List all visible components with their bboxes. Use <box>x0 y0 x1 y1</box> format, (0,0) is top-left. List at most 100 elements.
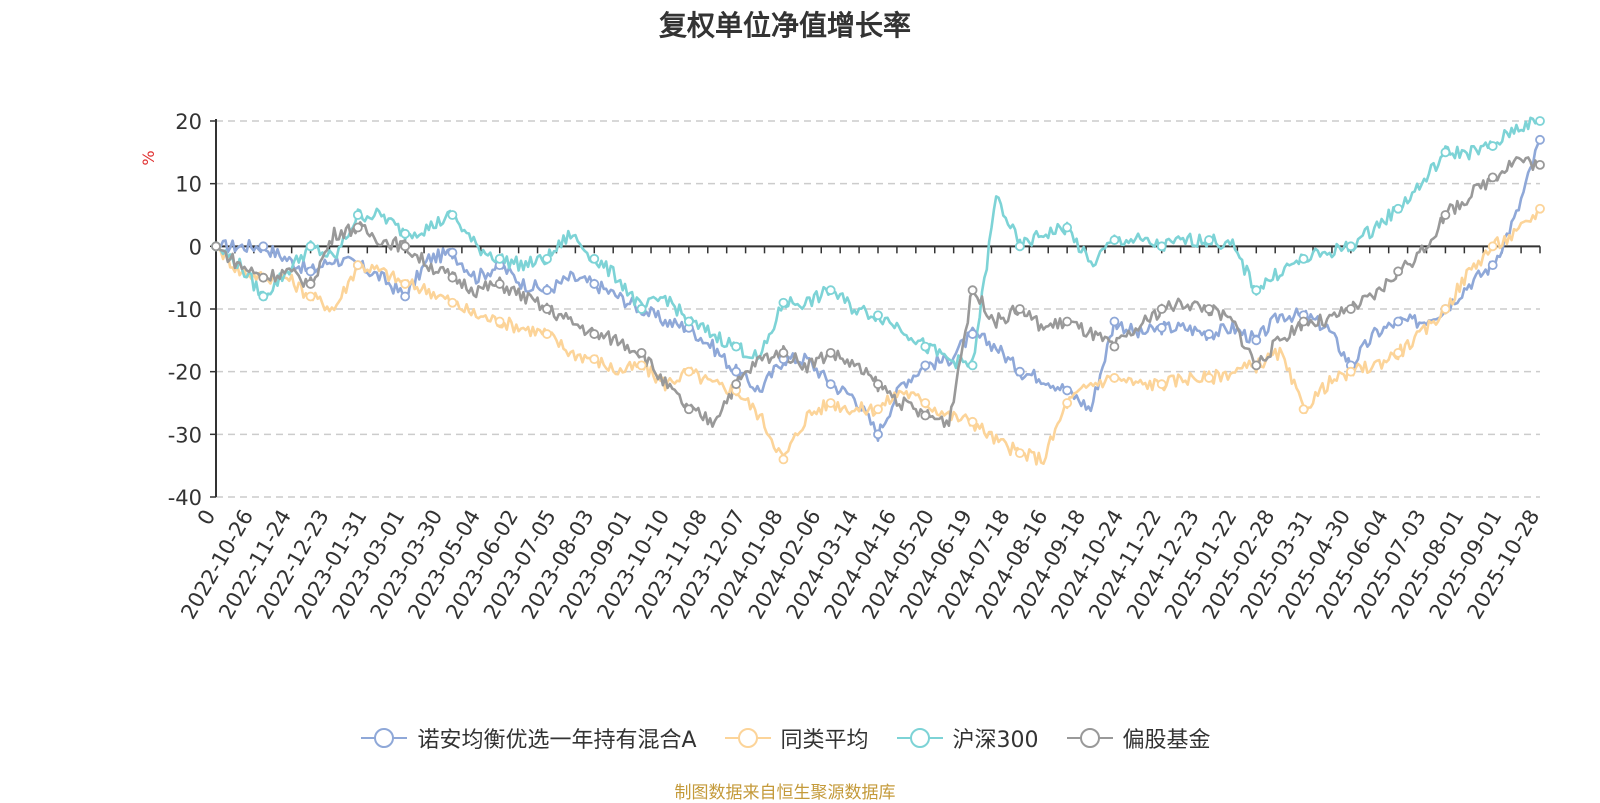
series-marker-0 <box>1109 316 1120 327</box>
legend-line-circle-icon <box>724 728 771 748</box>
series-line-0 <box>216 139 1542 442</box>
series-line-2 <box>215 116 1541 370</box>
series-marker-1 <box>1535 203 1545 214</box>
series-marker-0 <box>1156 322 1167 333</box>
series-marker-1 <box>1487 241 1498 252</box>
legend-item-csi300[interactable]: 沪深300 <box>895 722 1039 754</box>
series-marker-3 <box>920 410 931 421</box>
legend-label: 沪深300 <box>952 728 1039 753</box>
series-line-3 <box>215 156 1541 428</box>
legend-item-category-avg[interactable]: 同类平均 <box>723 722 869 754</box>
series-marker-3 <box>778 347 789 358</box>
series-marker-1 <box>1298 404 1309 415</box>
series-marker-0 <box>825 379 836 390</box>
series-marker-3 <box>258 272 269 283</box>
series-marker-3 <box>211 241 221 252</box>
series-marker-3 <box>589 329 600 339</box>
series-marker-1 <box>873 404 883 415</box>
series-marker-3 <box>1109 341 1120 352</box>
legend-label: 偏股基金 <box>1122 728 1211 753</box>
series-marker-2 <box>1345 241 1356 252</box>
series-marker-2 <box>589 253 600 264</box>
series-marker-3 <box>447 272 458 283</box>
series-marker-3 <box>1487 172 1498 183</box>
series-marker-1 <box>447 297 458 308</box>
series-marker-0 <box>305 266 316 277</box>
series-marker-0 <box>258 241 269 252</box>
series-marker-1 <box>305 291 316 302</box>
series-marker-1 <box>1014 448 1025 459</box>
series-marker-1 <box>589 354 600 365</box>
series-marker-1 <box>1393 347 1404 358</box>
series-marker-3 <box>636 347 647 358</box>
series-markers <box>211 116 1545 465</box>
series-marker-2 <box>967 360 978 371</box>
series-marker-1 <box>1062 398 1073 408</box>
y-tick-label: 10 <box>175 173 202 197</box>
series-marker-2 <box>352 210 363 220</box>
series-marker-2 <box>1014 241 1025 252</box>
series-marker-1 <box>920 398 931 408</box>
series-marker-1 <box>352 260 363 271</box>
series-marker-2 <box>1109 235 1120 245</box>
series-marker-3 <box>731 379 742 390</box>
series-marker-3 <box>1156 304 1167 314</box>
y-tick-label: -40 <box>168 486 202 510</box>
series-marker-1 <box>1345 366 1356 377</box>
series-marker-0 <box>1487 260 1498 271</box>
series-marker-3 <box>1062 316 1073 327</box>
series-marker-1 <box>1204 373 1214 383</box>
series-marker-2 <box>920 341 931 352</box>
series-marker-3 <box>967 285 978 296</box>
series-marker-3 <box>494 279 505 289</box>
legend-line-circle-icon <box>896 728 943 748</box>
legend-line-circle-icon <box>361 728 408 748</box>
legend-label: 同类平均 <box>780 728 869 753</box>
series-marker-3 <box>400 241 411 252</box>
series-marker-2 <box>778 297 789 308</box>
series-marker-3 <box>1393 266 1404 277</box>
series-marker-2 <box>400 228 411 239</box>
series-marker-2 <box>873 310 883 321</box>
legend-item-fund[interactable]: 诺安均衡优选一年持有混合A <box>359 722 697 754</box>
series-marker-2 <box>683 316 694 327</box>
y-tick-label: 20 <box>175 110 202 134</box>
series-marker-3 <box>825 347 836 358</box>
series-marker-2 <box>1062 222 1073 233</box>
series-marker-0 <box>447 247 458 258</box>
series-marker-1 <box>494 316 505 327</box>
legend-line-circle-icon <box>1066 728 1113 748</box>
series-marker-2 <box>1298 253 1309 264</box>
series-marker-0 <box>731 366 742 377</box>
series-marker-1 <box>1109 373 1120 383</box>
series-marker-3 <box>1345 304 1356 314</box>
legend-item-equity-fund[interactable]: 偏股基金 <box>1065 722 1211 754</box>
series-marker-0 <box>1204 329 1214 339</box>
series-marker-3 <box>1251 360 1262 371</box>
series-marker-2 <box>1204 235 1214 245</box>
series-marker-0 <box>873 429 883 440</box>
y-axis-unit-label: % <box>139 150 158 165</box>
series-marker-3 <box>1204 304 1214 314</box>
series-marker-1 <box>967 416 978 427</box>
series-marker-1 <box>542 329 552 339</box>
series-marker-0 <box>1393 316 1404 327</box>
series-marker-3 <box>1298 316 1309 327</box>
series-marker-2 <box>1251 285 1262 296</box>
series-marker-3 <box>305 279 316 289</box>
series-marker-3 <box>873 379 883 390</box>
series-marker-1 <box>683 366 694 377</box>
series-marker-3 <box>1440 210 1451 220</box>
series-marker-2 <box>1393 203 1404 214</box>
series-marker-1 <box>400 279 411 289</box>
series-marker-1 <box>636 360 647 371</box>
series-marker-1 <box>1440 304 1451 314</box>
source-note: 制图数据来自恒生聚源数据库 <box>674 783 896 803</box>
series-marker-2 <box>494 253 505 264</box>
series-marker-0 <box>589 279 600 289</box>
y-tick-label: -10 <box>168 298 202 322</box>
series-marker-0 <box>1014 366 1025 377</box>
series-marker-2 <box>447 210 458 220</box>
series-marker-2 <box>825 285 836 296</box>
